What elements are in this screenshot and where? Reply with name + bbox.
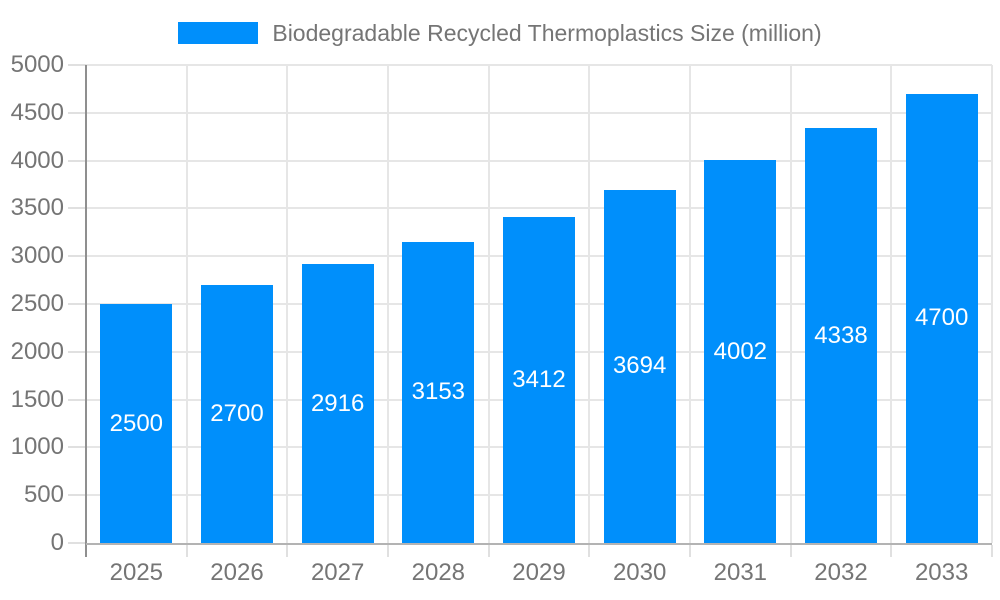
y-axis-label: 0 bbox=[50, 529, 64, 556]
y-axis-label: 500 bbox=[23, 481, 64, 509]
legend-swatch bbox=[178, 22, 259, 44]
legend-label: Biodegradable Recycled Thermoplastics Si… bbox=[272, 20, 822, 46]
x-axis-label-2026: 2026 bbox=[210, 559, 264, 586]
bar-2027[interactable]: 2916 bbox=[301, 264, 374, 543]
y-axis-label: 4000 bbox=[10, 146, 64, 174]
x-axis-tick bbox=[689, 545, 691, 557]
gridline-vertical bbox=[185, 65, 188, 543]
y-axis-tick bbox=[68, 350, 86, 353]
bar-2026[interactable]: 2700 bbox=[201, 284, 273, 543]
y-axis-tick bbox=[68, 303, 86, 305]
y-axis-line bbox=[85, 65, 87, 557]
x-axis-tick bbox=[387, 545, 389, 557]
y-axis-tick bbox=[68, 207, 86, 210]
y-axis-label: 3500 bbox=[10, 194, 64, 222]
gridline-vertical bbox=[789, 65, 792, 543]
y-axis-tick bbox=[68, 111, 86, 114]
x-axis-label-2027: 2027 bbox=[310, 559, 365, 586]
bar-2031[interactable]: 4002 bbox=[704, 160, 777, 543]
bar-2025[interactable]: 2500 bbox=[100, 304, 173, 543]
x-axis-line bbox=[86, 543, 992, 545]
bar-value-label: 3694 bbox=[612, 352, 667, 380]
y-axis-tick bbox=[68, 64, 86, 66]
x-axis-tick bbox=[991, 545, 993, 557]
bar-2033[interactable]: 4700 bbox=[905, 93, 978, 543]
x-axis-label-2033: 2033 bbox=[914, 559, 969, 586]
y-axis-tick bbox=[68, 255, 86, 258]
x-axis-label-2032: 2032 bbox=[814, 559, 868, 586]
x-axis-label-2030: 2030 bbox=[612, 559, 667, 586]
x-axis-label-2031: 2031 bbox=[713, 559, 768, 586]
bar-2032[interactable]: 4338 bbox=[805, 128, 877, 543]
gridline-vertical bbox=[890, 65, 893, 543]
bar-2030[interactable]: 3694 bbox=[603, 189, 676, 543]
y-axis-label: 2500 bbox=[10, 290, 64, 317]
bar-value-label: 2700 bbox=[210, 399, 264, 427]
bar-2028[interactable]: 3153 bbox=[402, 241, 475, 543]
y-axis-label: 1500 bbox=[10, 385, 64, 413]
x-axis-tick bbox=[789, 545, 792, 557]
y-axis-label: 3000 bbox=[10, 242, 64, 270]
bar-value-label: 4700 bbox=[914, 304, 969, 332]
bar-value-label: 3153 bbox=[411, 378, 466, 406]
y-axis-label: 2000 bbox=[10, 337, 64, 365]
gridline-horizontal bbox=[86, 159, 992, 162]
bar-2029[interactable]: 3412 bbox=[503, 216, 575, 543]
x-axis-tick bbox=[286, 545, 289, 557]
bar-value-label: 3412 bbox=[512, 365, 566, 393]
bar-value-label: 2916 bbox=[310, 389, 365, 417]
y-axis-label: 1000 bbox=[10, 433, 64, 461]
x-axis-label-2028: 2028 bbox=[411, 559, 466, 586]
y-axis-tick bbox=[68, 398, 86, 401]
x-axis-label-2025: 2025 bbox=[109, 559, 164, 586]
bar-value-label: 4338 bbox=[814, 321, 868, 349]
y-axis-label: 5000 bbox=[10, 51, 64, 78]
x-axis-tick bbox=[487, 545, 490, 557]
gridline-vertical bbox=[387, 65, 389, 543]
y-axis-tick bbox=[68, 446, 86, 449]
x-axis-tick bbox=[185, 545, 188, 557]
gridline-vertical bbox=[991, 65, 993, 543]
gridline-vertical bbox=[286, 65, 289, 543]
y-axis-tick bbox=[68, 542, 86, 544]
gridline-horizontal bbox=[86, 207, 992, 210]
bar-value-label: 2500 bbox=[109, 409, 164, 437]
x-axis-tick bbox=[588, 545, 591, 557]
x-axis-tick bbox=[890, 545, 893, 557]
y-axis-label: 4500 bbox=[10, 98, 64, 126]
y-axis-tick bbox=[68, 494, 86, 497]
gridline-horizontal bbox=[86, 64, 992, 66]
bar-value-label: 4002 bbox=[713, 337, 768, 365]
gridline-vertical bbox=[689, 65, 691, 543]
gridline-vertical bbox=[487, 65, 490, 543]
gridline-horizontal bbox=[86, 111, 992, 114]
y-axis-tick bbox=[68, 159, 86, 162]
gridline-vertical bbox=[588, 65, 591, 543]
x-axis-label-2029: 2029 bbox=[512, 559, 566, 586]
legend[interactable]: Biodegradable Recycled Thermoplastics Si… bbox=[0, 21, 1000, 45]
